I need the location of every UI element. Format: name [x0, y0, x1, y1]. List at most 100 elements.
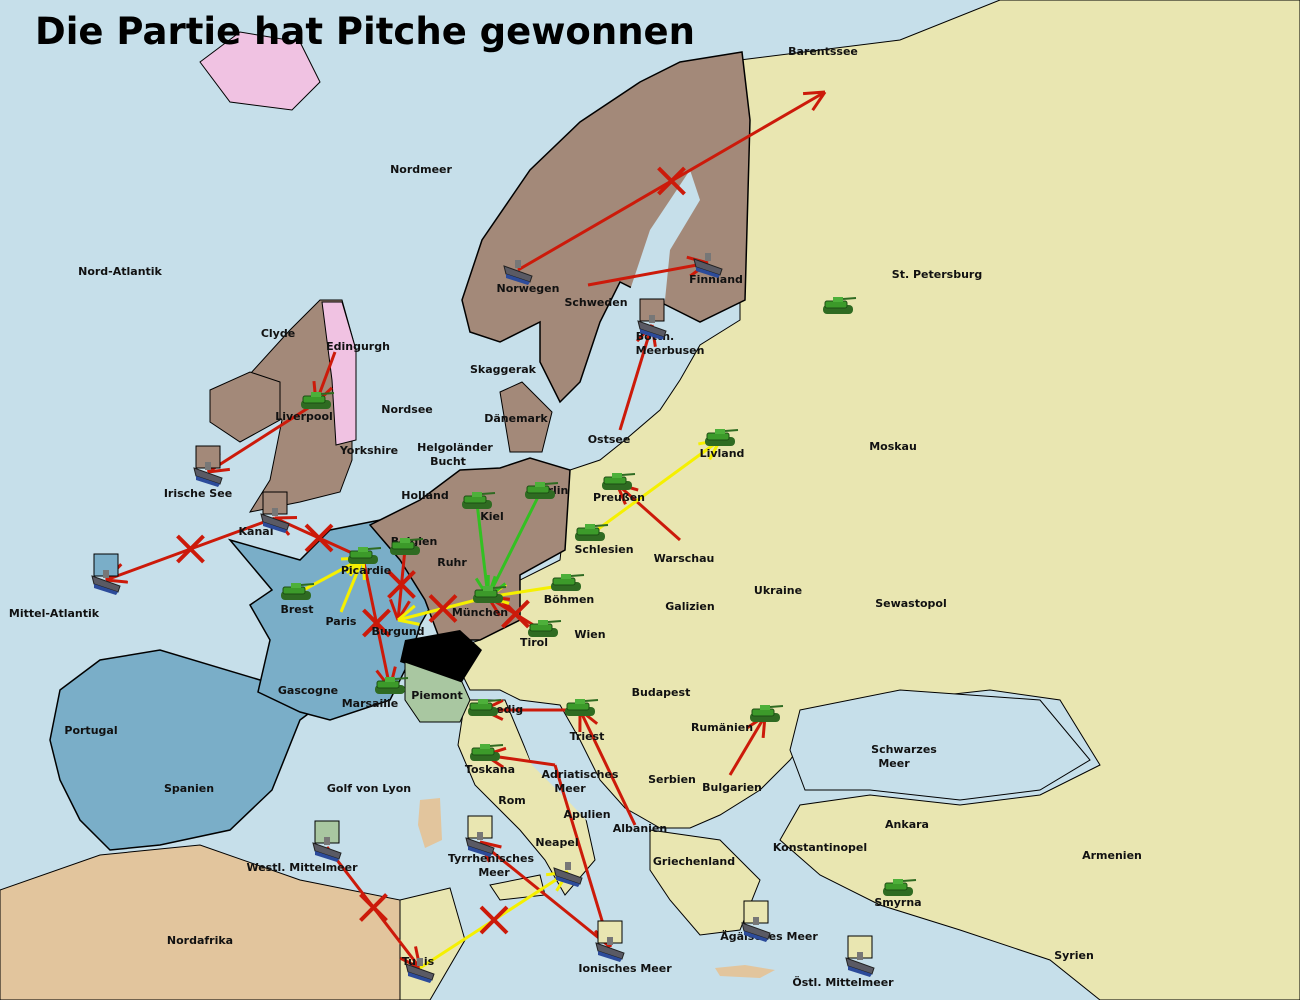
province-label: Smyrna: [874, 896, 921, 909]
army-tank-icon[interactable]: [462, 492, 496, 509]
province-label: Skaggerak: [470, 363, 537, 376]
province-label: Triest: [570, 730, 605, 743]
province-label: Golf von Lyon: [327, 782, 411, 795]
province-label: Schweden: [564, 296, 627, 309]
game-result-title: Die Partie hat Pitche gewonnen: [35, 10, 695, 53]
province-label: Moskau: [869, 440, 917, 453]
army-tank-icon[interactable]: [301, 392, 335, 409]
province-label: Rom: [498, 794, 526, 807]
fleet-ship-icon[interactable]: [553, 862, 583, 887]
province-label: Picardie: [341, 564, 391, 577]
fleet-ship-icon[interactable]: [693, 253, 723, 278]
army-tank-icon[interactable]: [281, 583, 315, 600]
land-piemont: [404, 661, 471, 723]
land-switzerland: [400, 630, 482, 682]
sea-black: [789, 689, 1091, 801]
failed-order-cross-icon: [428, 594, 458, 623]
province-label: Konstantinopel: [773, 841, 867, 854]
province-label: Livland: [700, 447, 745, 460]
province-label: Ukraine: [754, 584, 802, 597]
province-label: Ostsee: [588, 433, 631, 446]
army-tank-icon[interactable]: [375, 677, 409, 694]
province-label: Serbien: [648, 773, 696, 786]
army-tank-icon[interactable]: [705, 429, 739, 446]
land-crete: [715, 965, 775, 978]
province-label: Yorkshire: [339, 444, 398, 457]
army-tank-icon[interactable]: [575, 524, 609, 541]
province-label: Holland: [401, 489, 448, 502]
province-label: Burgund: [371, 625, 424, 638]
land-germany: [368, 457, 571, 641]
province-label: Paris: [326, 615, 357, 628]
fleet-ship-icon[interactable]: [91, 553, 121, 595]
province-label: Meer: [554, 782, 586, 795]
fleet-ship-icon[interactable]: [312, 820, 342, 862]
province-label: Barentssee: [788, 45, 858, 58]
province-label: Portugal: [64, 724, 117, 737]
province-label: Helgoländer: [417, 441, 493, 454]
army-tank-icon[interactable]: [348, 547, 382, 564]
province-label: Warschau: [654, 552, 715, 565]
land-iceland: [199, 31, 321, 111]
province-label: Kiel: [480, 510, 504, 523]
failed-order-cross-icon: [479, 905, 509, 935]
province-label: Sewastopol: [875, 597, 947, 610]
failed-order-cross-icon: [176, 534, 205, 564]
army-tank-icon[interactable]: [602, 473, 636, 490]
fleet-ship-icon[interactable]: [405, 958, 435, 983]
land-sardinia: [418, 798, 442, 848]
army-tank-icon[interactable]: [473, 586, 507, 603]
province-label: Tirol: [520, 636, 548, 649]
failed-order-cross-icon: [359, 893, 388, 922]
province-label: Brest: [280, 603, 313, 616]
army-tank-icon[interactable]: [750, 705, 784, 722]
province-label: Nordafrika: [167, 934, 233, 947]
land-pink-coast: [321, 301, 357, 446]
army-tank-icon[interactable]: [470, 744, 504, 761]
failed-order-cross-icon: [387, 570, 416, 599]
land-north-africa: [0, 844, 401, 1000]
province-label: Armenien: [1082, 849, 1142, 862]
army-tank-icon[interactable]: [823, 297, 857, 314]
land-ireland: [209, 371, 281, 443]
army-tank-icon[interactable]: [565, 699, 599, 716]
army-tank-icon[interactable]: [468, 699, 502, 716]
fleet-ship-icon[interactable]: [260, 491, 290, 533]
army-tank-icon[interactable]: [528, 620, 562, 637]
fleet-ship-icon[interactable]: [193, 445, 223, 487]
fleet-ship-icon[interactable]: [503, 260, 533, 285]
fleet-ship-icon[interactable]: [845, 935, 875, 977]
province-label: Nord-Atlantik: [78, 265, 162, 278]
province-label: Tyrrhenisches: [448, 852, 534, 865]
province-label: Rumänien: [691, 721, 753, 734]
failed-order-cross-icon: [501, 599, 530, 629]
province-label: Preußen: [593, 491, 645, 504]
province-label: Gascogne: [278, 684, 338, 697]
land-iberia: [49, 649, 322, 851]
fleet-ship-icon[interactable]: [465, 815, 495, 857]
province-label: Toskana: [465, 763, 515, 776]
province-label: Apulien: [563, 808, 610, 821]
province-label: Spanien: [164, 782, 214, 795]
fleet-ship-icon[interactable]: [637, 298, 667, 340]
province-label: St. Petersburg: [892, 268, 982, 281]
army-tank-icon[interactable]: [390, 538, 424, 555]
army-tank-icon[interactable]: [883, 879, 917, 896]
province-label: Griechenland: [653, 855, 735, 868]
army-tank-icon[interactable]: [551, 574, 585, 591]
province-label: Piemont: [411, 689, 462, 702]
province-label: Wien: [574, 628, 605, 641]
province-label: Finnland: [689, 273, 743, 286]
province-label: Schwarzes: [871, 743, 937, 756]
fleet-ship-icon[interactable]: [595, 920, 625, 962]
province-label: München: [452, 606, 508, 619]
province-label: Liverpool: [275, 410, 333, 423]
army-tank-icon[interactable]: [525, 482, 559, 499]
province-label: Meer: [878, 757, 910, 770]
failed-order-cross-icon: [657, 166, 686, 196]
fleet-ship-icon[interactable]: [741, 900, 771, 942]
province-label: Edingurgh: [326, 340, 390, 353]
province-label: Budapest: [632, 686, 691, 699]
